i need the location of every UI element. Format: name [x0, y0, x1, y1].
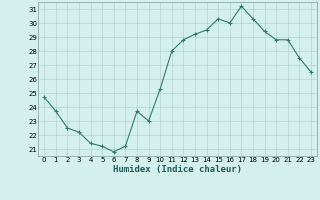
X-axis label: Humidex (Indice chaleur): Humidex (Indice chaleur) — [113, 165, 242, 174]
